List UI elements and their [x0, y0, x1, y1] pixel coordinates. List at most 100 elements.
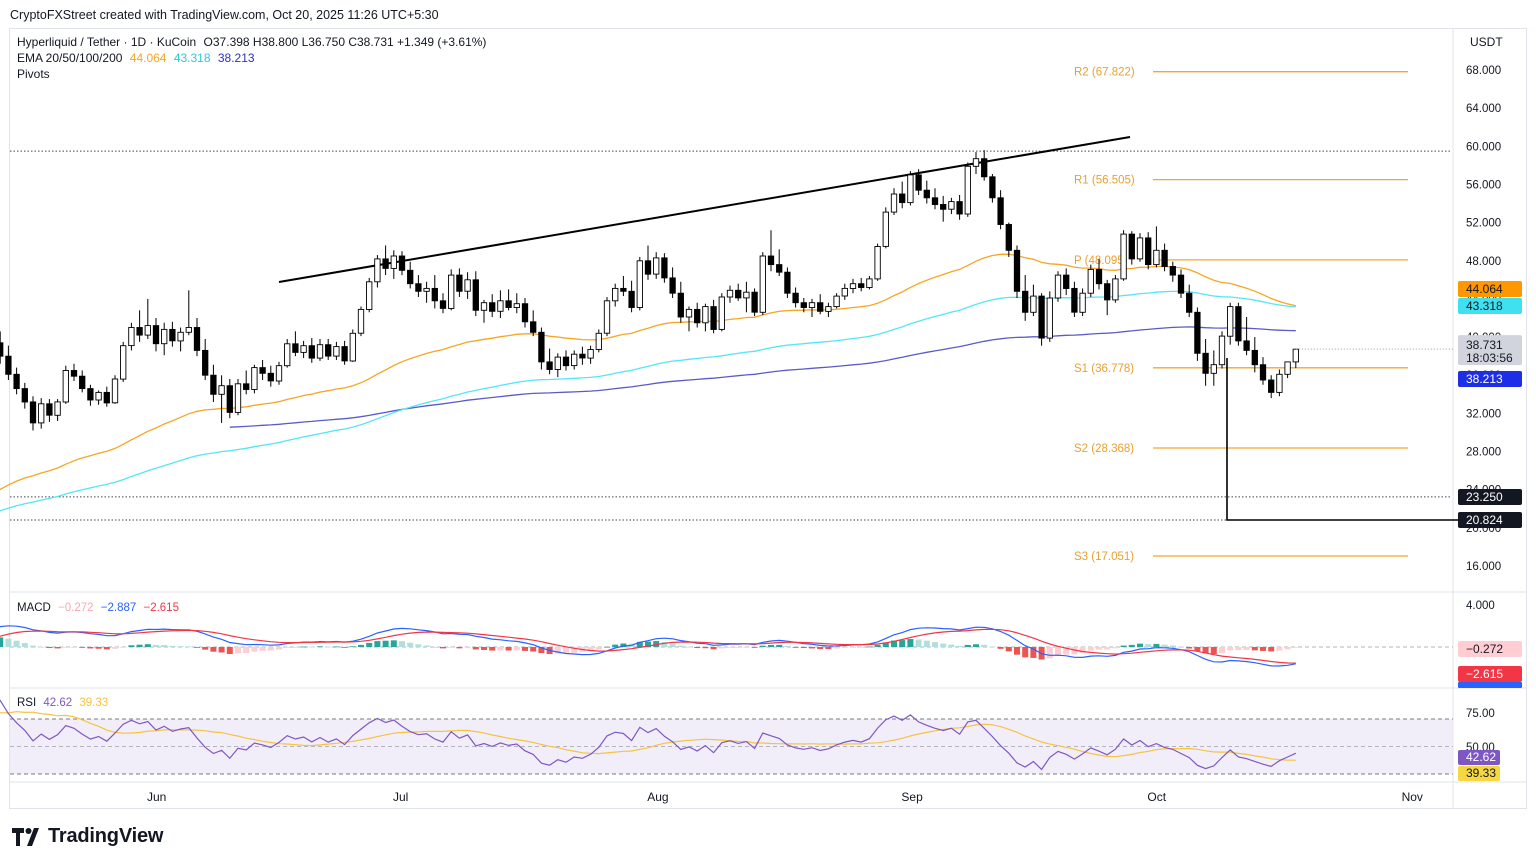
- candle-down: [1063, 274, 1070, 289]
- candle-down: [751, 291, 758, 313]
- macd-histogram-bar: [932, 642, 938, 647]
- candle-down: [538, 331, 545, 363]
- macd-histogram-bar: [735, 647, 742, 648]
- ohlc-values: O37.398 H38.800 L36.750 C38.731 +1.349 (…: [203, 35, 487, 49]
- macd-histogram-bar: [1112, 647, 1119, 649]
- candle-down: [1071, 287, 1078, 313]
- ema-label[interactable]: EMA 20/50/100/200: [17, 51, 123, 65]
- pivots-label[interactable]: Pivots: [17, 67, 50, 81]
- candle: [751, 288, 758, 317]
- macd-histogram-bar: [1169, 645, 1176, 647]
- legend: Hyperliquid / Tether · 1D · KuCoin O37.3…: [17, 34, 486, 82]
- candle-up: [1276, 373, 1283, 393]
- candle-down: [1169, 266, 1176, 276]
- candle: [677, 281, 684, 323]
- candle-down: [431, 287, 438, 302]
- macd-histogram-bar: [308, 646, 315, 648]
- macd-signal-line: [0, 628, 1296, 664]
- macd-histogram-bar: [251, 647, 258, 652]
- macd-histogram-bar: [997, 647, 1004, 649]
- candle-up: [448, 274, 455, 309]
- time-axis-label: Jun: [147, 790, 166, 804]
- candle: [341, 340, 348, 365]
- candle-down: [989, 176, 996, 199]
- candle-up: [366, 281, 373, 310]
- candle: [349, 329, 356, 362]
- candle-up: [603, 300, 611, 334]
- candle: [300, 340, 307, 359]
- candle: [882, 207, 889, 249]
- candle-down: [981, 158, 988, 178]
- macd-histogram-bar: [792, 647, 799, 648]
- candle-up: [1153, 249, 1160, 266]
- candle-down: [0, 342, 4, 357]
- rsi-line: [0, 699, 1297, 771]
- candle-down: [792, 292, 799, 304]
- macd-histogram-bar: [923, 640, 930, 647]
- macd-histogram-bar: [645, 641, 651, 647]
- macd-histogram-bar: [833, 647, 840, 649]
- macd-histogram-bar: [276, 647, 282, 650]
- candle: [817, 294, 824, 315]
- symbol-title[interactable]: Hyperliquid / Tether · 1D · KuCoin: [17, 35, 197, 49]
- candle-down: [103, 391, 110, 404]
- macd-histogram-bar: [46, 647, 53, 649]
- candle: [612, 283, 619, 307]
- macd-histogram-bar: [1137, 643, 1143, 647]
- candle: [948, 197, 955, 215]
- candle-down: [1104, 283, 1111, 301]
- candle: [259, 359, 266, 380]
- candle: [653, 252, 660, 279]
- macd-histogram-bar: [1096, 647, 1102, 650]
- macd-histogram-bar: [497, 647, 504, 651]
- candle: [1177, 269, 1185, 298]
- candle: [177, 327, 184, 352]
- candle-up: [480, 302, 488, 311]
- candle-up: [653, 257, 660, 275]
- candle-up: [38, 403, 45, 424]
- candle-down: [521, 303, 529, 323]
- candle: [915, 169, 922, 195]
- level-23-tag: 23.250: [1466, 490, 1503, 504]
- candle-down: [1038, 295, 1045, 339]
- candle-up: [1054, 274, 1062, 299]
- candle: [21, 382, 28, 409]
- candle: [1268, 375, 1275, 399]
- macd-histogram-bar: [587, 647, 594, 651]
- candle-down: [817, 302, 824, 312]
- rsi-label[interactable]: RSI: [17, 697, 37, 709]
- macd-histogram-bar: [1219, 647, 1225, 653]
- candle-up: [612, 287, 619, 302]
- macd-histogram-bar: [448, 647, 455, 648]
- macd-label[interactable]: MACD: [17, 602, 51, 614]
- candle: [964, 162, 971, 217]
- candle: [1063, 268, 1070, 296]
- tradingview-logo[interactable]: TradingView: [12, 825, 163, 848]
- candle-down: [1259, 364, 1267, 381]
- candle-down: [710, 306, 717, 330]
- macd-histogram-bar: [472, 647, 479, 650]
- macd-line-value: −2.887: [100, 602, 137, 614]
- ema200-tag-bg: [1458, 371, 1522, 387]
- macd-histogram-bar: [38, 646, 45, 648]
- candle: [226, 379, 233, 419]
- macd-histogram-bar: [112, 647, 118, 649]
- macd-histogram-bar: [210, 647, 217, 652]
- candle-up: [1030, 295, 1037, 313]
- chart-frame[interactable]: [9, 28, 1527, 809]
- macd-histogram-bar: [103, 647, 110, 650]
- currency-label[interactable]: USDT: [1470, 35, 1503, 49]
- macd-histogram-bar: [79, 647, 86, 648]
- pivot-label: S2 (28.368): [1074, 443, 1134, 455]
- macd-histogram-bar: [1005, 647, 1012, 652]
- candle-up: [144, 325, 151, 336]
- drop-marker-line: [1226, 358, 1460, 521]
- candle: [29, 396, 37, 431]
- candle-up: [743, 291, 750, 299]
- macd-histogram-bar: [317, 646, 323, 648]
- candle-down: [1095, 268, 1103, 285]
- price-tick-label: 52.000: [1466, 218, 1501, 230]
- rsi-ma-value: 39.33: [79, 697, 109, 709]
- candle: [390, 250, 397, 279]
